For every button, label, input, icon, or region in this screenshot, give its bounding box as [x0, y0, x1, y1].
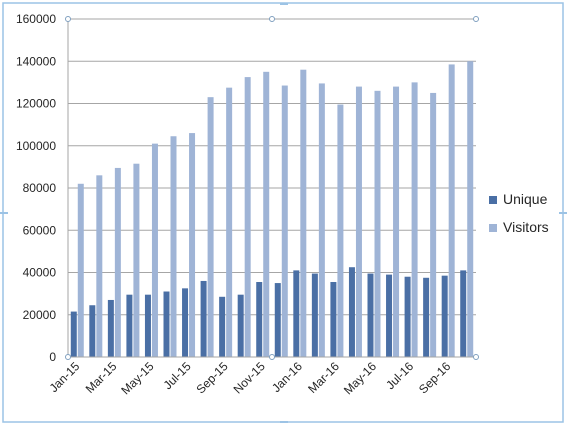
frame-handle[interactable]: [0, 212, 8, 214]
bar-unique: [163, 291, 170, 357]
bar-visitors: [374, 90, 381, 357]
y-tick-label: 140000: [16, 54, 56, 68]
bar-unique: [311, 273, 318, 357]
legend-label-unique: Unique: [503, 191, 548, 207]
bar-unique: [423, 277, 430, 357]
bars: [70, 61, 474, 358]
bar-unique: [144, 294, 151, 357]
frame-handle[interactable]: [280, 421, 288, 423]
bar-visitors: [96, 175, 103, 357]
bar-visitors: [263, 71, 270, 357]
bar-visitors: [77, 183, 84, 357]
bar-unique: [107, 299, 114, 357]
resize-handle[interactable]: [473, 354, 479, 360]
bar-visitors: [151, 143, 158, 357]
bar-unique: [348, 267, 355, 357]
resize-handle[interactable]: [269, 354, 275, 360]
bar-unique: [256, 282, 263, 357]
bar-unique: [293, 270, 300, 357]
bar-visitors: [170, 136, 177, 357]
bar-unique: [367, 273, 374, 357]
y-tick-label: 160000: [16, 12, 56, 26]
resize-handle[interactable]: [65, 16, 71, 22]
y-tick-label: 120000: [16, 97, 56, 111]
y-axis-tick-labels: 0 20000 40000 60000 80000 100000 120000 140000 1…: [16, 12, 56, 364]
bar-visitors: [318, 83, 325, 358]
bar-unique: [200, 280, 207, 357]
bar-visitors: [133, 163, 140, 357]
y-tick-label: 100000: [16, 139, 56, 153]
bar-visitors: [355, 86, 362, 357]
y-tick-label: 80000: [23, 181, 57, 195]
bar-visitors: [189, 133, 196, 357]
bar-visitors: [226, 87, 233, 357]
bar-visitors: [207, 97, 214, 357]
bar-unique: [274, 283, 281, 357]
legend-swatch-unique: [489, 196, 497, 204]
bar-unique: [330, 282, 337, 357]
legend: Unique Visitors: [489, 191, 549, 235]
bar-unique: [237, 294, 244, 357]
bar-visitors: [393, 86, 400, 357]
bar-visitors: [281, 85, 288, 357]
resize-handle[interactable]: [473, 16, 479, 22]
resize-handle[interactable]: [65, 354, 71, 360]
bar-unique: [89, 305, 96, 357]
bar-visitors: [337, 104, 344, 358]
y-tick-label: 60000: [23, 223, 57, 237]
bar-visitors: [448, 64, 455, 357]
bar-visitors: [430, 92, 437, 357]
y-tick-label: 40000: [23, 266, 57, 280]
bar-unique: [126, 294, 133, 357]
bar-visitors: [244, 77, 251, 357]
legend-swatch-visitors: [489, 224, 497, 232]
bar-unique: [404, 276, 411, 357]
frame-handle[interactable]: [559, 212, 567, 214]
y-tick-label: 0: [49, 350, 56, 364]
y-tick-label: 20000: [23, 308, 57, 322]
bar-unique: [441, 275, 448, 357]
bar-visitors: [300, 69, 307, 357]
bar-unique: [386, 274, 393, 357]
bar-visitors: [467, 61, 474, 357]
frame-handle[interactable]: [280, 3, 288, 5]
bar-unique: [70, 311, 77, 357]
bar-unique: [219, 296, 226, 357]
resize-handle[interactable]: [269, 16, 275, 22]
bar-visitors: [411, 82, 418, 357]
bar-unique: [460, 270, 467, 357]
selection-handles[interactable]: [0, 3, 567, 423]
bar-unique: [182, 288, 189, 357]
legend-label-visitors: Visitors: [503, 219, 549, 235]
bar-visitors: [114, 167, 121, 357]
